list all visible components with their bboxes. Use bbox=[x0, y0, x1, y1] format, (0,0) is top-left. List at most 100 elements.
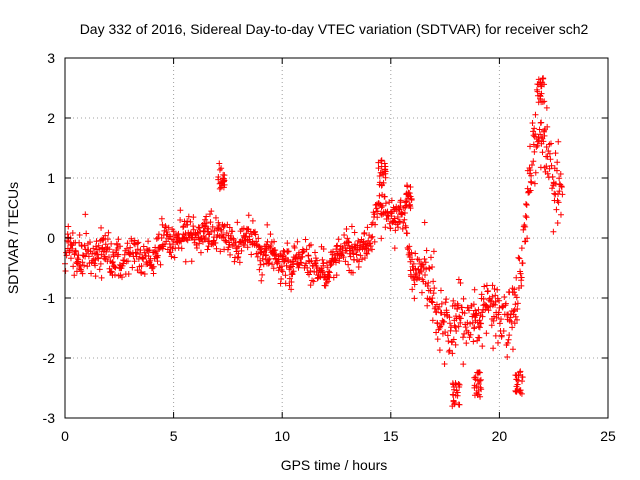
data-point bbox=[543, 163, 550, 170]
data-point bbox=[397, 203, 404, 210]
data-point bbox=[288, 286, 295, 293]
data-point bbox=[460, 334, 467, 341]
data-point bbox=[134, 240, 141, 247]
data-point bbox=[169, 245, 176, 252]
data-point bbox=[457, 319, 464, 326]
data-point bbox=[412, 250, 419, 257]
data-point bbox=[441, 361, 448, 368]
data-point bbox=[403, 224, 410, 231]
data-point bbox=[403, 202, 410, 209]
data-point bbox=[452, 392, 459, 399]
data-point bbox=[450, 336, 457, 343]
data-point bbox=[209, 223, 216, 230]
data-point bbox=[312, 255, 319, 262]
data-point bbox=[407, 205, 414, 212]
data-point bbox=[178, 245, 185, 252]
data-point bbox=[155, 231, 162, 238]
data-point bbox=[230, 235, 237, 242]
data-point bbox=[492, 292, 499, 299]
data-point bbox=[150, 270, 157, 277]
data-point bbox=[449, 350, 456, 357]
data-point bbox=[350, 250, 357, 257]
data-point bbox=[84, 263, 91, 270]
data-point bbox=[108, 268, 115, 275]
data-point bbox=[319, 256, 326, 263]
data-point bbox=[266, 255, 273, 262]
data-point bbox=[461, 310, 468, 317]
data-point bbox=[511, 286, 518, 293]
data-point bbox=[553, 167, 560, 174]
data-point bbox=[559, 191, 566, 198]
data-point bbox=[431, 285, 438, 292]
data-point bbox=[92, 273, 99, 280]
data-point bbox=[429, 263, 436, 270]
data-point bbox=[379, 202, 386, 209]
data-point bbox=[538, 134, 545, 141]
data-point bbox=[259, 271, 266, 278]
data-point bbox=[546, 150, 553, 157]
data-point bbox=[476, 369, 483, 376]
data-point bbox=[460, 361, 467, 368]
data-point bbox=[246, 236, 253, 243]
data-point bbox=[243, 230, 250, 237]
data-point bbox=[249, 217, 256, 224]
data-point bbox=[64, 231, 71, 238]
data-point bbox=[376, 172, 383, 179]
axis-ticks bbox=[64, 57, 609, 419]
data-point bbox=[418, 268, 425, 275]
data-point bbox=[258, 277, 265, 284]
data-point bbox=[502, 300, 509, 307]
y-tick-label: 1 bbox=[47, 170, 55, 186]
data-point bbox=[534, 138, 541, 145]
data-point bbox=[467, 331, 474, 338]
data-point bbox=[465, 307, 472, 314]
data-point bbox=[524, 235, 531, 242]
data-point bbox=[555, 199, 562, 206]
data-point bbox=[278, 276, 285, 283]
data-point bbox=[304, 264, 311, 271]
data-point bbox=[308, 257, 315, 264]
data-point bbox=[527, 143, 534, 150]
data-point bbox=[201, 236, 208, 243]
data-point bbox=[427, 287, 434, 294]
data-point bbox=[416, 256, 423, 263]
data-point bbox=[188, 258, 195, 265]
data-point bbox=[517, 368, 524, 375]
data-point bbox=[473, 311, 480, 318]
data-point bbox=[221, 181, 228, 188]
data-point bbox=[463, 340, 470, 347]
data-point bbox=[489, 293, 496, 300]
data-point bbox=[162, 223, 169, 230]
data-point bbox=[256, 266, 263, 273]
data-point bbox=[404, 183, 411, 190]
data-point bbox=[429, 299, 436, 306]
data-point bbox=[532, 169, 539, 176]
data-point bbox=[159, 221, 166, 228]
data-point bbox=[433, 309, 440, 316]
data-point bbox=[474, 337, 481, 344]
data-point bbox=[69, 245, 76, 252]
data-point bbox=[471, 286, 478, 293]
data-point bbox=[282, 280, 289, 287]
data-point bbox=[462, 324, 469, 331]
data-point bbox=[531, 148, 538, 155]
data-point bbox=[557, 171, 564, 178]
data-point bbox=[518, 277, 525, 284]
data-point bbox=[479, 343, 486, 350]
data-point bbox=[501, 293, 508, 300]
data-point bbox=[471, 392, 478, 399]
data-point bbox=[127, 244, 134, 251]
data-point bbox=[286, 282, 293, 289]
x-tick-label: 0 bbox=[61, 428, 69, 444]
data-point bbox=[472, 307, 479, 314]
data-point bbox=[451, 322, 458, 329]
data-point bbox=[92, 262, 99, 269]
data-point bbox=[353, 251, 360, 258]
data-point bbox=[498, 332, 505, 339]
data-point bbox=[447, 327, 454, 334]
data-point bbox=[81, 262, 88, 269]
data-point bbox=[460, 295, 467, 302]
data-point bbox=[515, 372, 522, 379]
data-point bbox=[104, 236, 111, 243]
data-point bbox=[407, 184, 414, 191]
